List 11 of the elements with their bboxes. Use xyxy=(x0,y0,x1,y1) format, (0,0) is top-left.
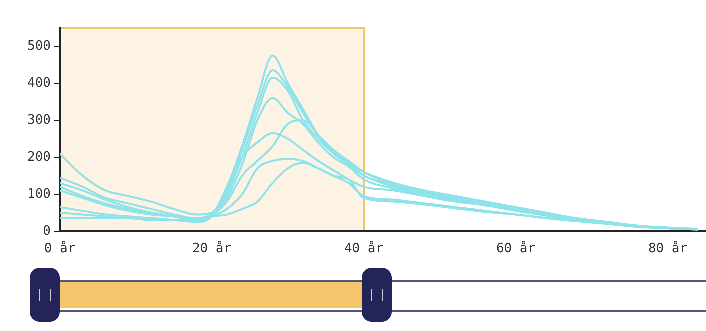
x-tick-label: 20 år xyxy=(192,240,232,257)
y-tick-label: 400 xyxy=(28,76,51,91)
y-tick-label: 100 xyxy=(28,186,51,202)
y-tick-label: 0 xyxy=(43,224,51,239)
x-tick-label: 60 år xyxy=(496,240,536,257)
y-tick-label: 300 xyxy=(28,112,51,128)
x-tick-label: 80 år xyxy=(648,240,688,257)
x-tick-label: 40 år xyxy=(344,240,384,257)
x-tick-label: 0 år xyxy=(44,240,76,257)
y-tick-label: 500 xyxy=(28,38,51,54)
y-tick-label: 200 xyxy=(28,150,51,165)
